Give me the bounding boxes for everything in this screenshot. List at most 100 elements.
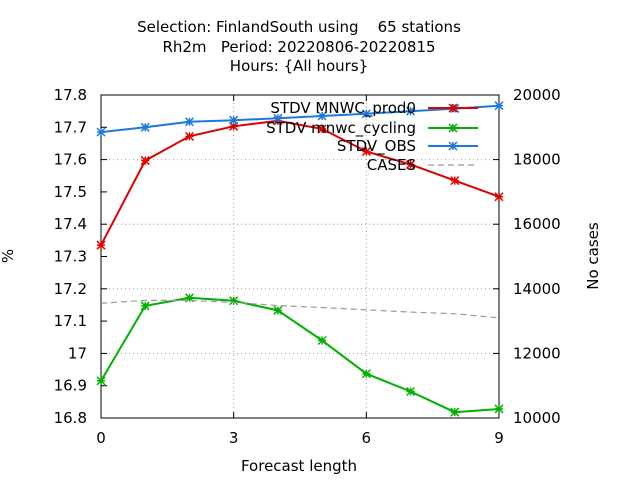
series-0-point-5 xyxy=(317,124,327,134)
y-tick-label-9: 17.7 xyxy=(54,118,87,136)
legend-label-3: CASES xyxy=(367,156,416,174)
series-0-point-1 xyxy=(140,156,150,166)
y-tick-label-5: 17.3 xyxy=(54,248,87,266)
series-0-point-9-d2 xyxy=(494,192,504,202)
y-tick-label-0: 16.8 xyxy=(54,409,87,427)
series-1-point-5 xyxy=(317,335,327,346)
legend-marker-1-d2 xyxy=(448,123,458,133)
legend-marker-0 xyxy=(448,103,458,113)
tick-labels: 16.8 16.9 17 17.1 17.2 17.3 17.4 17.5 17.6 17.7 17… xyxy=(54,86,561,447)
y2-tick-label-4: 18000 xyxy=(513,151,561,169)
series-2-point-5 xyxy=(317,111,327,121)
series-1-point-3-d2 xyxy=(229,296,239,306)
series-2-point-9-d2 xyxy=(494,101,504,111)
y2-tick-label-2: 14000 xyxy=(513,280,561,298)
y-tick-label-7: 17.5 xyxy=(54,183,87,201)
series-0-point-9 xyxy=(494,192,504,202)
series-2-point-2 xyxy=(184,117,194,127)
series-0-point-2 xyxy=(184,131,194,141)
series-2-point-6 xyxy=(361,109,371,119)
series-line-0 xyxy=(100,119,500,246)
series-0-point-6-d2 xyxy=(361,146,371,157)
x-tick-label-3: 9 xyxy=(494,429,504,447)
series-1-point-0 xyxy=(96,376,106,386)
series-1-point-4-d2 xyxy=(273,305,283,315)
y-tick-label-2: 17 xyxy=(68,344,87,362)
y-tick-label-6: 17.4 xyxy=(54,215,87,233)
series-0-point-2-d2 xyxy=(184,131,194,141)
series-1-point-5-d2 xyxy=(317,335,327,346)
series-1-point-9 xyxy=(494,404,504,414)
series-1-point-8-d2 xyxy=(450,407,460,417)
x-tick-label-0: 0 xyxy=(96,429,106,447)
series-1-point-6-d2 xyxy=(361,369,371,379)
y-tick-label-10: 17.8 xyxy=(54,86,87,104)
series-1-point-8 xyxy=(450,407,460,417)
series-line-1 xyxy=(100,296,500,414)
series-0-point-0-d2 xyxy=(96,240,106,250)
y2-tick-label-0: 10000 xyxy=(513,409,561,427)
series-0-point-1-d2 xyxy=(140,156,150,166)
series-2-point-6-d2 xyxy=(361,109,371,119)
x-tick-label-2: 6 xyxy=(362,429,372,447)
series-2-point-0 xyxy=(96,127,106,137)
series-0-point-8 xyxy=(450,176,460,186)
series-2-point-0-d2 xyxy=(96,127,106,137)
series-2-point-4-d2 xyxy=(273,113,283,123)
legend-marker-2-d2 xyxy=(448,141,458,151)
grid-lines xyxy=(101,95,499,418)
series-2-point-2-d2 xyxy=(184,117,194,127)
y-tick-label-4: 17.2 xyxy=(54,280,87,298)
series-0-point-6 xyxy=(361,146,371,157)
series-2-point-7 xyxy=(406,106,416,116)
legend-label-1: STDV mnwc_cycling xyxy=(266,119,416,138)
series-2-point-7-d2 xyxy=(406,106,416,116)
series-group xyxy=(96,101,504,417)
y2-axis-label: No cases xyxy=(584,222,602,290)
series-2-point-1 xyxy=(140,122,150,132)
legend-label-2: STDV_OBS xyxy=(337,137,416,156)
series-0-point-7-d2 xyxy=(406,159,416,169)
series-2-point-5-d2 xyxy=(317,111,327,121)
y-tick-label-1: 16.9 xyxy=(54,377,87,395)
y2-tick-label-1: 12000 xyxy=(513,344,561,362)
series-1-point-1 xyxy=(140,301,150,311)
x-tick-label-1: 3 xyxy=(229,429,239,447)
axes xyxy=(100,94,500,419)
series-0-point-0 xyxy=(96,240,106,250)
y-axis-label: % xyxy=(0,249,17,263)
series-2-point-9 xyxy=(494,101,504,111)
y-tick-label-8: 17.6 xyxy=(54,151,87,169)
series-1-point-6 xyxy=(361,369,371,379)
title-line-2: Rh2m Period: 20220806-20220815 xyxy=(162,38,435,56)
plot-frame xyxy=(100,94,500,419)
series-1-point-7 xyxy=(406,386,416,397)
y2-tick-label-5: 20000 xyxy=(513,86,561,104)
legend-marker-0-d2 xyxy=(448,103,458,113)
series-1-point-3 xyxy=(229,296,239,306)
series-1-point-1-d2 xyxy=(140,301,150,311)
chart-title: Selection: FinlandSouth using 65 station… xyxy=(137,18,461,75)
series-2-point-4 xyxy=(273,113,283,123)
series-0-point-7 xyxy=(406,159,416,169)
series-0-point-5-d2 xyxy=(317,124,327,134)
series-2-point-3 xyxy=(229,115,239,125)
title-line-3: Hours: {All hours} xyxy=(230,57,368,75)
series-line-2 xyxy=(100,104,500,134)
legend-label-0: STDV MNWC_prod0 xyxy=(270,99,416,118)
series-0-point-8-d2 xyxy=(450,176,460,186)
series-2-point-1-d2 xyxy=(140,122,150,132)
legend-marker-1 xyxy=(448,123,458,133)
series-1-point-9-d2 xyxy=(494,404,504,414)
series-2-point-3-d2 xyxy=(229,115,239,125)
legend-marker-2 xyxy=(448,141,458,151)
series-1-point-0-d2 xyxy=(96,376,106,386)
y-tick-label-3: 17.1 xyxy=(54,312,87,330)
title-line-1: Selection: FinlandSouth using 65 station… xyxy=(137,18,461,36)
series-1-point-7-d2 xyxy=(406,386,416,397)
series-line-3 xyxy=(100,299,500,319)
series-1-point-4 xyxy=(273,305,283,315)
x-axis-label: Forecast length xyxy=(241,457,357,475)
